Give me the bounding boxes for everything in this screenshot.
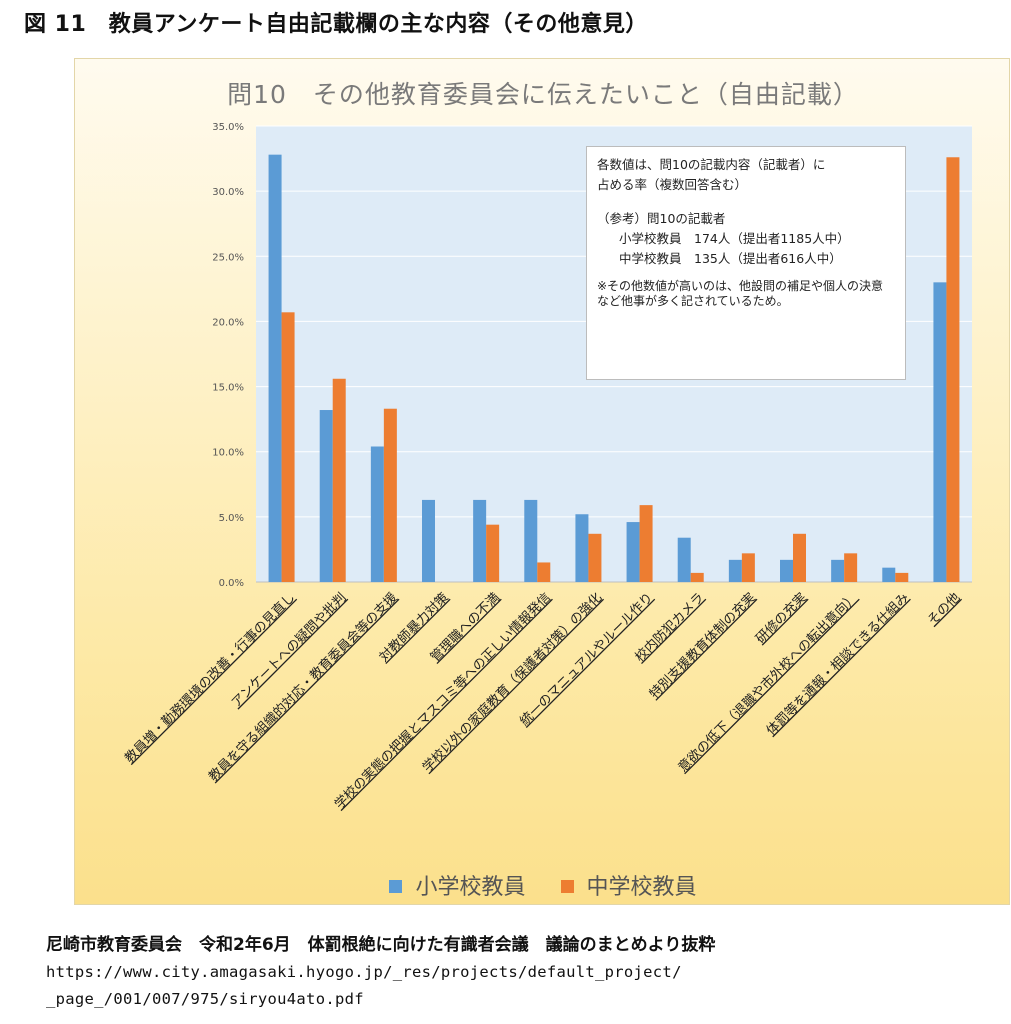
bar: [946, 157, 960, 583]
bar: [370, 446, 384, 582]
bar: [677, 537, 691, 582]
legend-swatch: [560, 880, 574, 893]
bar: [639, 505, 653, 582]
y-tick-label: 25.0%: [212, 252, 244, 263]
x-tick-label: 意欲の低下（退職や市外校への転出意向）: [675, 590, 861, 776]
legend-label: 中学校教員: [586, 875, 697, 900]
y-tick-label: 0.0%: [219, 578, 244, 589]
chart-container: 0.0% 5.0% 10.0% 15.0% 20.0% 25.0% 30.0% 35.0% 教員…: [74, 58, 1010, 905]
chart-title: 問10 その他教育委員会に伝えたいこと（自由記載）: [227, 80, 859, 109]
x-tick-label: 特別支援教育体制の充実: [646, 590, 758, 702]
source-url-line: https://www.city.amagasaki.hyogo.jp/_res…: [46, 963, 682, 981]
x-tick-label: 教員を守る組織的対応・教育委員会等の支援: [206, 590, 401, 785]
bar: [486, 524, 500, 582]
bar: [895, 572, 909, 582]
bar: [728, 559, 742, 582]
legend-label: 小学校教員: [415, 875, 526, 900]
y-tick-label: 35.0%: [212, 122, 244, 133]
bar: [319, 410, 333, 582]
y-tick-label: 5.0%: [219, 513, 244, 524]
bar: [473, 499, 487, 582]
bar: [626, 522, 640, 582]
bar: [690, 572, 704, 582]
note-line: 占める率（複数回答含む）: [597, 177, 748, 192]
note-line: 各数値は、問10の記載内容（記載者）に: [597, 157, 826, 172]
bar: [882, 567, 896, 582]
bar: [383, 408, 397, 582]
note-line: （参考）問10の記載者: [597, 211, 726, 226]
bar: [588, 533, 602, 582]
x-tick-label: その他: [925, 590, 963, 628]
bar: [831, 559, 845, 582]
bar: [281, 312, 295, 582]
source-url-line: _page_/001/007/975/siryou4ato.pdf: [46, 990, 364, 1008]
note-box: 各数値は、問10の記載内容（記載者）に 占める率（複数回答含む） （参考）問10…: [586, 146, 906, 380]
y-tick-label: 30.0%: [212, 187, 244, 198]
legend-item-elementary: 小学校教員: [389, 869, 526, 901]
x-tick-label: 学校以外の家庭教育（保護者対策）の強化: [419, 590, 605, 776]
bar: [537, 562, 551, 582]
bar: [780, 559, 793, 582]
legend-item-junior-high: 中学校教員: [560, 869, 697, 901]
bar: [933, 282, 947, 582]
note-line: 小学校教員 174人（提出者1185人中）: [619, 231, 850, 246]
bar: [844, 553, 858, 582]
source-citation: 尼崎市教育委員会 令和2年6月 体罰根絶に向けた有識者会議 議論のまとめより抜粋…: [46, 932, 715, 1013]
note-line: ※その他数値が高いのは、他設問の補足や個人の決意など他事が多く記されているため。: [597, 279, 884, 308]
y-tick-label: 10.0%: [212, 448, 244, 459]
source-org: 尼崎市教育委員会 令和2年6月 体罰根絶に向けた有識者会議 議論のまとめより抜粋: [46, 935, 716, 955]
bar: [422, 499, 435, 582]
figure-title: 図 11 教員アンケート自由記載欄の主な内容（その他意見）: [24, 12, 648, 37]
bar: [575, 514, 589, 582]
chart-legend: 小学校教員 中学校教員: [75, 869, 1011, 901]
bar: [793, 533, 806, 582]
legend-swatch: [389, 880, 403, 893]
note-line: 中学校教員 135人（提出者616人中）: [619, 251, 842, 266]
bar: [332, 378, 346, 582]
bar: [741, 553, 755, 582]
bar: [268, 154, 282, 583]
bar: [524, 499, 538, 582]
y-tick-label: 20.0%: [212, 317, 244, 328]
y-tick-label: 15.0%: [212, 383, 244, 394]
